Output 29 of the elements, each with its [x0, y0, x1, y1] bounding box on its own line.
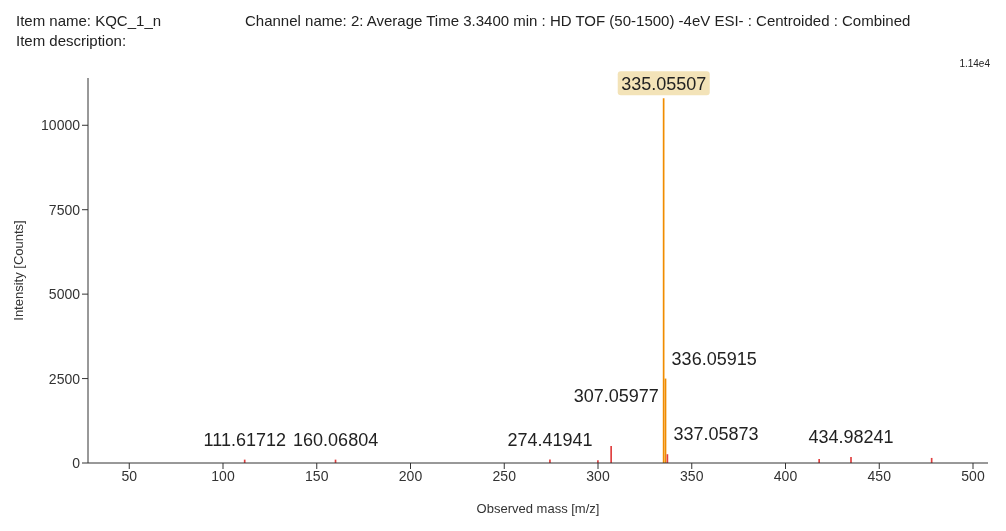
annotation: 307.05977 — [573, 386, 659, 407]
y-axis-title: Intensity [Counts] — [10, 220, 26, 321]
x-tick-label: 50 — [121, 467, 138, 484]
annotation: 160.06804 — [293, 429, 379, 450]
annotation: 335.05507 — [621, 74, 707, 95]
annotation: 337.05873 — [673, 424, 759, 445]
y-tick-label: 7500 — [48, 201, 81, 218]
x-tick-label: 250 — [492, 467, 517, 484]
annotation: 111.61712 — [203, 429, 286, 450]
y-tick-label: 0 — [72, 454, 81, 471]
text: Item name: KQC_1_n — [16, 12, 162, 29]
x-tick-label: 150 — [305, 467, 329, 484]
x-tick-label: 400 — [773, 467, 798, 484]
y-tick-label: 2500 — [48, 370, 81, 387]
x-tick-label: 350 — [680, 467, 704, 484]
x-tick-label: 200 — [398, 467, 423, 484]
text: 1.14e4 — [959, 58, 990, 69]
annotation: 336.05915 — [671, 348, 757, 369]
x-tick-label: 500 — [961, 467, 985, 484]
x-tick-label: 450 — [867, 467, 892, 484]
y-tick-label: 10000 — [41, 117, 81, 134]
chart-title: Channel name: 2: Average Time 3.3400 min : HD TOF (50-1500) -4eV ESI- : Centroided : Combined — [245, 12, 911, 29]
annotation: 434.98241 — [808, 426, 894, 447]
x-tick-label: 100 — [211, 467, 235, 484]
x-tick-label: 300 — [586, 467, 610, 484]
y-tick-label: 5000 — [48, 286, 81, 303]
annotation: 274.41941 — [507, 429, 593, 450]
x-axis-title: Observed mass [m/z] — [476, 501, 600, 516]
text: Item description: — [16, 32, 127, 49]
